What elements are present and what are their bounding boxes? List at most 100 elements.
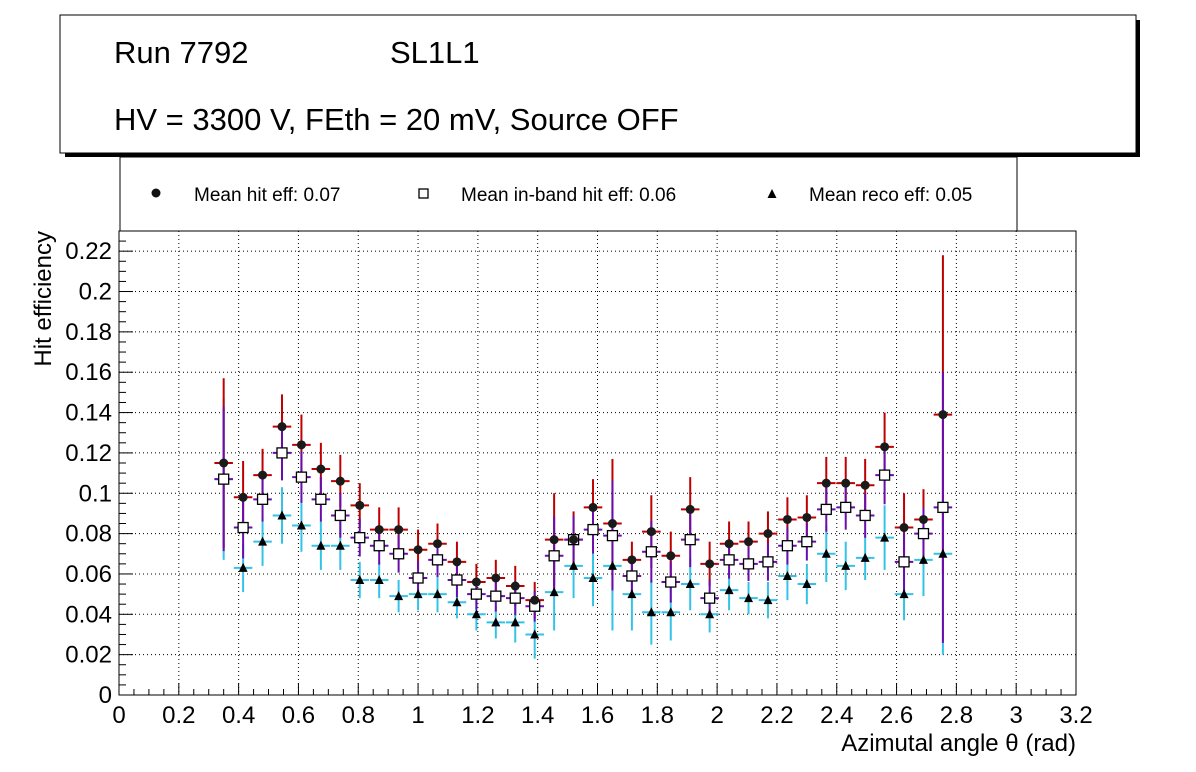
y-tick-label: 0.18 bbox=[65, 319, 112, 346]
x-tick-label: 1.8 bbox=[641, 702, 674, 729]
reco-point bbox=[491, 617, 501, 627]
inband-point bbox=[276, 447, 288, 459]
reco-point bbox=[607, 560, 617, 570]
x-tick-label: 1.2 bbox=[461, 702, 494, 729]
inband-point bbox=[354, 531, 366, 544]
hit-point bbox=[569, 535, 579, 545]
legend-reco-marker bbox=[767, 189, 777, 198]
reco-point bbox=[452, 597, 462, 607]
hit-point bbox=[802, 512, 812, 522]
legend-hit-marker bbox=[151, 188, 161, 198]
x-tick-label: 2 bbox=[710, 702, 723, 729]
hit-point bbox=[491, 573, 501, 583]
reco-point bbox=[569, 560, 579, 570]
reco-point bbox=[258, 536, 268, 546]
y-axis-title: Hit efficiency bbox=[30, 231, 57, 367]
legend: Mean hit eff: 0.07 Mean in-band hit eff:… bbox=[119, 156, 1018, 232]
hit-point bbox=[724, 539, 734, 549]
x-tick-label: 2.4 bbox=[820, 702, 853, 729]
error-bars bbox=[214, 255, 953, 659]
x-tick-label: 0 bbox=[112, 702, 125, 729]
reco-point bbox=[238, 562, 248, 572]
hit-point bbox=[918, 514, 928, 524]
x-tick-label: 0.6 bbox=[282, 702, 315, 729]
x-tick-label: 1 bbox=[411, 702, 424, 729]
hit-point bbox=[296, 440, 306, 450]
y-tick-label: 0.14 bbox=[65, 400, 112, 427]
inband-point bbox=[859, 509, 871, 522]
hit-point bbox=[685, 504, 695, 514]
reco-point bbox=[763, 595, 773, 605]
reco-point bbox=[918, 554, 928, 564]
legend-inband-label: Mean in-band hit eff: 0.06 bbox=[461, 185, 676, 206]
inband-point bbox=[334, 509, 346, 522]
x-tick-label: 2.2 bbox=[760, 702, 793, 729]
y-tick-label: 0.04 bbox=[65, 601, 112, 628]
inband-point bbox=[723, 554, 735, 566]
hit-point bbox=[471, 577, 481, 587]
x-axis-title: Azimutal angle θ (rad) bbox=[841, 730, 1076, 757]
hit-point bbox=[860, 480, 870, 490]
reco-point bbox=[355, 575, 365, 585]
hit-point bbox=[355, 500, 365, 510]
hit-point bbox=[588, 502, 598, 512]
hit-point bbox=[374, 525, 384, 535]
inband-point bbox=[315, 493, 327, 505]
inband-point bbox=[470, 588, 483, 600]
hit-point bbox=[899, 523, 909, 533]
inband-point bbox=[626, 570, 638, 582]
inband-point bbox=[412, 572, 424, 584]
inband-point bbox=[878, 469, 891, 481]
hit-point bbox=[821, 478, 831, 488]
reco-point bbox=[802, 579, 812, 589]
x-tick-label: 0.8 bbox=[342, 702, 375, 729]
reco-point bbox=[510, 617, 520, 627]
hit-point bbox=[510, 581, 520, 591]
reco-point bbox=[335, 540, 345, 550]
reco-point bbox=[413, 589, 423, 599]
inband-point bbox=[703, 592, 716, 604]
hit-point bbox=[277, 422, 287, 432]
x-tick-label: 1.4 bbox=[521, 702, 554, 729]
reco-point bbox=[627, 589, 637, 599]
reco-point bbox=[880, 532, 890, 542]
hit-point bbox=[394, 525, 404, 535]
hit-point bbox=[413, 545, 423, 555]
hit-point bbox=[219, 458, 229, 468]
inband-point bbox=[509, 592, 521, 604]
markers bbox=[218, 410, 949, 639]
reco-point bbox=[588, 572, 598, 582]
hit-point bbox=[646, 527, 656, 537]
y-tick-label: 0 bbox=[99, 682, 112, 709]
inband-point bbox=[645, 546, 657, 558]
run-label: Run 7792 bbox=[114, 35, 248, 70]
reco-point bbox=[899, 589, 909, 599]
inband-point bbox=[898, 556, 910, 568]
x-tick-label: 3.2 bbox=[1059, 702, 1092, 729]
hit-point bbox=[763, 529, 773, 539]
y-tick-label: 0.02 bbox=[65, 642, 112, 669]
reco-point bbox=[646, 607, 656, 617]
y-tick-label: 0.06 bbox=[65, 561, 112, 588]
inband-point bbox=[548, 550, 560, 562]
x-tick-label: 2.6 bbox=[880, 702, 913, 729]
axes: 0 0.2 0.4 0.6 0.8 1 1.2 1.4 1.6 1.8 2 2.2 2.4 2.6 2.8 3… bbox=[65, 238, 1092, 729]
grid bbox=[119, 231, 1076, 695]
inband-point bbox=[937, 501, 949, 514]
hit-point bbox=[238, 492, 248, 502]
inband-point bbox=[684, 534, 696, 546]
info-box-frame bbox=[59, 14, 1137, 154]
y-tick-label: 0.2 bbox=[79, 279, 112, 306]
reco-point bbox=[938, 548, 948, 558]
hit-point bbox=[666, 551, 676, 561]
info-box: Run 7792 SL1L1 HV = 3300 V, FEth = 20 mV… bbox=[59, 14, 1140, 157]
inband-point bbox=[218, 473, 230, 485]
reco-point bbox=[374, 575, 384, 585]
hit-point bbox=[335, 476, 345, 486]
hit-point bbox=[452, 557, 462, 567]
inband-point bbox=[742, 558, 755, 570]
hit-point bbox=[530, 595, 540, 605]
legend-reco-label: Mean reco eff: 0.05 bbox=[809, 185, 972, 206]
reco-point bbox=[530, 629, 540, 639]
y-tick-label: 0.16 bbox=[65, 359, 112, 386]
